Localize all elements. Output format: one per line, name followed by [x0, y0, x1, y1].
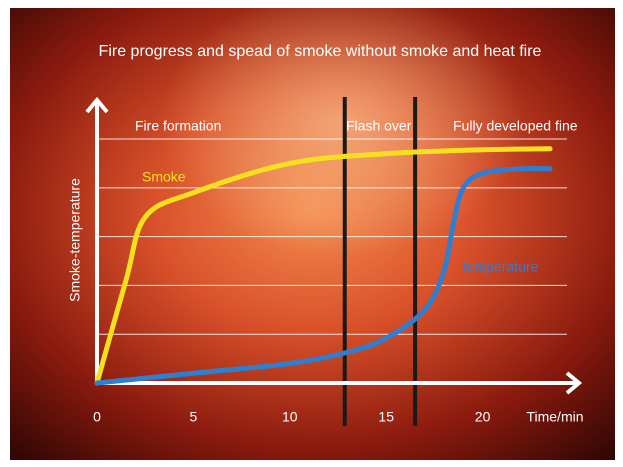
- background-glow: [10, 8, 615, 460]
- phase-label: Fire formation: [135, 118, 221, 134]
- chart: Fire progress and spead of smoke without…: [0, 0, 623, 467]
- phase-label: Flash over: [346, 118, 412, 134]
- x-axis-label: Time/min: [526, 409, 583, 425]
- legend-label: Smoke: [142, 169, 186, 185]
- chart-title: Fire progress and spead of smoke without…: [99, 43, 542, 60]
- y-axis-label: Smoke-temperature: [67, 178, 83, 302]
- x-tick-label: 15: [378, 409, 394, 425]
- x-tick-label: 5: [190, 409, 198, 425]
- x-tick-label: 20: [475, 409, 491, 425]
- legend-label: temperature: [463, 259, 539, 275]
- x-tick-label: 10: [282, 409, 298, 425]
- phase-label: Fully developed fine: [453, 118, 578, 134]
- page: Fire progress and spead of smoke without…: [0, 0, 623, 467]
- x-tick-label: 0: [93, 409, 101, 425]
